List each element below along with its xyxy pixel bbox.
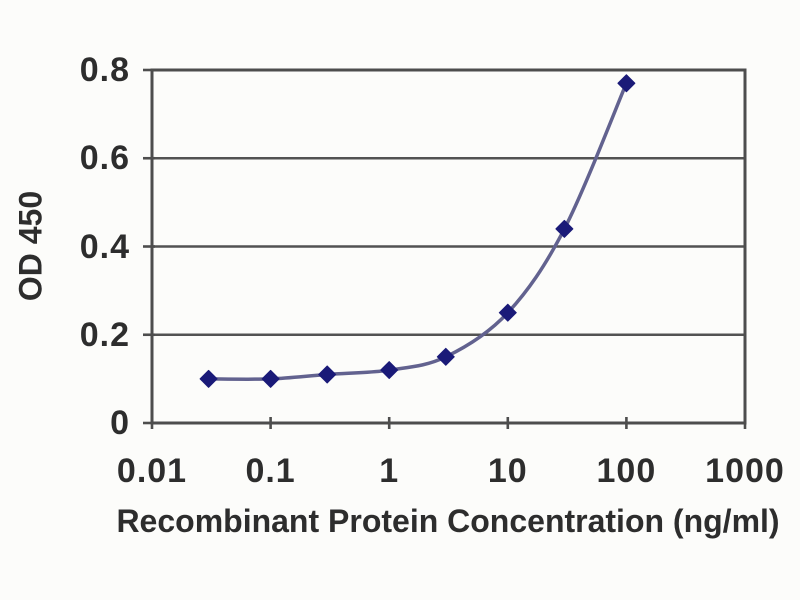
data-point-marker bbox=[555, 219, 574, 238]
y-tick-label: 0.6 bbox=[79, 139, 130, 178]
data-point-marker bbox=[617, 74, 636, 93]
x-tick-label: 10 bbox=[487, 452, 528, 490]
data-point-marker bbox=[380, 361, 399, 380]
data-point-marker bbox=[318, 365, 337, 384]
x-tick-label: 0.01 bbox=[116, 452, 188, 490]
x-tick-label: 0.1 bbox=[245, 452, 296, 490]
data-point-marker bbox=[199, 369, 218, 388]
y-tick-label: 0.4 bbox=[79, 227, 130, 266]
data-point-marker bbox=[436, 347, 455, 366]
data-point-marker bbox=[261, 369, 280, 388]
y-tick-label: 0 bbox=[110, 404, 130, 442]
x-tick-label: 1 bbox=[379, 452, 400, 490]
y-tick-label: 0.8 bbox=[79, 51, 130, 89]
x-tick-label: 1000 bbox=[705, 452, 785, 490]
x-tick-label: 100 bbox=[596, 452, 657, 490]
data-point-marker bbox=[498, 303, 517, 322]
y-tick-label: 0.2 bbox=[79, 315, 130, 354]
x-axis-title: Recombinant Protein Concentration (ng/ml… bbox=[116, 503, 780, 539]
